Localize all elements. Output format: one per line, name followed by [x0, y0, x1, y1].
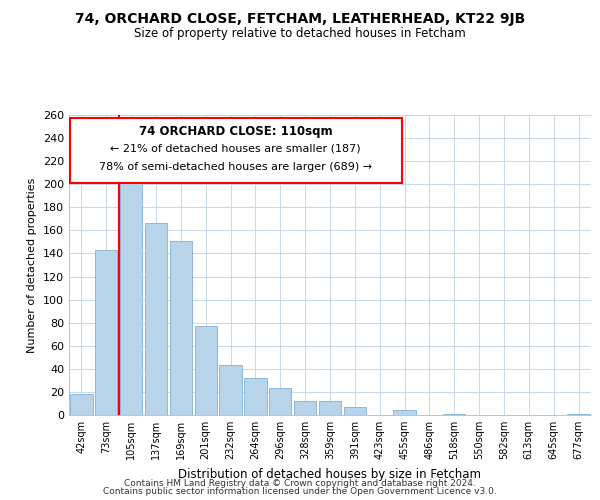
Bar [344, 407, 366, 415]
Text: ← 21% of detached houses are smaller (187): ← 21% of detached houses are smaller (18… [110, 144, 361, 154]
FancyBboxPatch shape [70, 118, 401, 182]
Text: 74 ORCHARD CLOSE: 110sqm: 74 ORCHARD CLOSE: 110sqm [139, 126, 332, 138]
Bar [145, 224, 167, 415]
Bar [244, 378, 266, 415]
Text: Size of property relative to detached houses in Fetcham: Size of property relative to detached ho… [134, 28, 466, 40]
X-axis label: Distribution of detached houses by size in Fetcham: Distribution of detached houses by size … [179, 468, 482, 480]
Text: Contains HM Land Registry data © Crown copyright and database right 2024.: Contains HM Land Registry data © Crown c… [124, 478, 476, 488]
Bar [294, 401, 316, 415]
Bar [568, 414, 590, 415]
Bar [443, 414, 466, 415]
Text: Contains public sector information licensed under the Open Government Licence v3: Contains public sector information licen… [103, 487, 497, 496]
Bar [194, 326, 217, 415]
Bar [319, 401, 341, 415]
Bar [269, 388, 292, 415]
Text: 74, ORCHARD CLOSE, FETCHAM, LEATHERHEAD, KT22 9JB: 74, ORCHARD CLOSE, FETCHAM, LEATHERHEAD,… [75, 12, 525, 26]
Bar [95, 250, 118, 415]
Bar [70, 394, 92, 415]
Y-axis label: Number of detached properties: Number of detached properties [28, 178, 37, 352]
Text: 78% of semi-detached houses are larger (689) →: 78% of semi-detached houses are larger (… [99, 162, 373, 172]
Bar [220, 366, 242, 415]
Bar [120, 180, 142, 415]
Bar [170, 241, 192, 415]
Bar [394, 410, 416, 415]
